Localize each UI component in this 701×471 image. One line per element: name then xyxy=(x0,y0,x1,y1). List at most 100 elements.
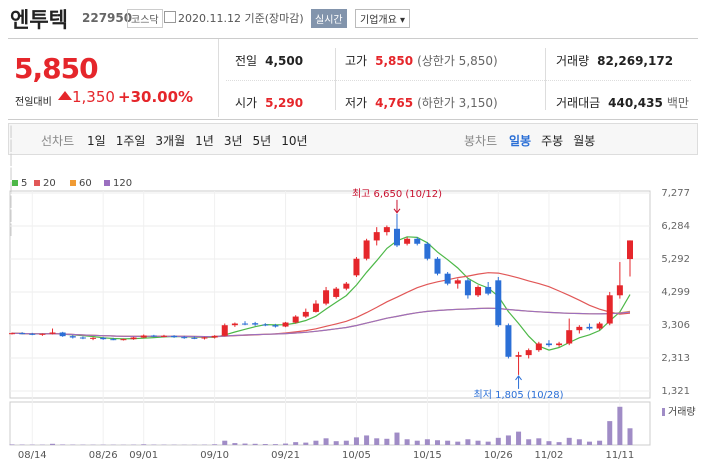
candle-body xyxy=(627,240,633,260)
candle-body xyxy=(211,335,218,338)
x-tick-label: 09/10 xyxy=(200,450,229,461)
candle-body xyxy=(596,323,603,329)
candle-body xyxy=(343,283,350,289)
volume-bar xyxy=(455,441,461,445)
period-tab[interactable]: 10년 xyxy=(281,134,308,148)
candle-body xyxy=(252,323,259,325)
candle-body xyxy=(353,258,360,276)
overview-label[interactable]: 기업개요 xyxy=(360,15,397,26)
quote-box xyxy=(8,38,698,120)
ma-line xyxy=(11,307,631,338)
volume-bar xyxy=(293,442,299,445)
candle-body xyxy=(434,258,441,274)
period-tab[interactable]: 3개월 xyxy=(155,134,186,148)
legend-swatch xyxy=(104,180,110,186)
candle-body xyxy=(414,238,421,244)
period-tab[interactable]: 주봉 xyxy=(541,134,564,148)
realtime-button[interactable]: 실시간 xyxy=(311,9,347,28)
candle-body xyxy=(49,332,56,334)
volume-bar xyxy=(313,440,319,445)
stat-label: 거래대금 xyxy=(556,96,601,110)
candle-body xyxy=(100,337,107,340)
divider xyxy=(218,39,219,117)
chart: 7,277 6,284 5,292 4,299 3,306 2,313 1,321 08/14… xyxy=(9,178,696,461)
ma-line xyxy=(11,272,631,338)
stat-note: (하한가 3,150) xyxy=(417,96,498,110)
stat: 거래대금 440,435 백만 xyxy=(556,94,689,111)
volume-bar xyxy=(323,438,329,445)
volume-bar xyxy=(272,444,278,445)
volume-bar xyxy=(566,437,572,445)
period-tab[interactable]: 5년 xyxy=(252,134,272,148)
stat: 전일 4,500 xyxy=(235,52,303,69)
volume-bar xyxy=(222,440,228,445)
stat: 저가 4,765 (하한가 3,150) xyxy=(345,94,498,111)
candle-body xyxy=(59,332,66,337)
volume-bar xyxy=(252,443,258,445)
stat: 시가 5,290 xyxy=(235,94,303,111)
stat-label: 고가 xyxy=(345,54,368,68)
candle-body xyxy=(282,322,289,327)
annotation: 최저 1,805 (10/28) xyxy=(474,389,564,401)
period-tab[interactable]: 1일 xyxy=(87,134,106,148)
volume-bar xyxy=(475,440,481,445)
x-tick-label: 09/21 xyxy=(271,450,300,461)
candle-body xyxy=(363,240,370,259)
tab-separator: | xyxy=(9,208,14,222)
tab-separator: | xyxy=(9,222,14,236)
legend-swatch xyxy=(70,180,76,186)
volume-bar xyxy=(627,428,633,445)
candle-body xyxy=(454,280,461,284)
period-tab[interactable]: 월봉 xyxy=(573,134,596,148)
period-tab[interactable]: 3년 xyxy=(223,134,243,148)
volume-bar xyxy=(60,444,66,445)
candle-body xyxy=(535,343,542,351)
x-tick-label: 10/05 xyxy=(342,450,371,461)
chart-tabs: 선차트 1일 | 1주일 | 3개월 | 1년 | 3년 | 5년 | 10년 봉차트 일봉 | 주봉 | 월봉 xyxy=(8,123,698,236)
tab-separator: | xyxy=(9,152,14,166)
volume-bar xyxy=(546,441,552,445)
stock-name: 엔투텍 xyxy=(10,8,68,32)
volume-bar xyxy=(212,444,218,445)
candle-body xyxy=(262,324,269,326)
candle-body xyxy=(424,243,431,259)
candle-body xyxy=(120,339,127,341)
volume-bar xyxy=(424,439,430,445)
legend-label: 120 xyxy=(113,178,132,189)
candle-body xyxy=(485,286,492,294)
tab-separator: | xyxy=(9,180,14,194)
volume-bar xyxy=(505,435,511,445)
up-arrow xyxy=(58,91,72,100)
divider xyxy=(335,48,336,110)
candle-body xyxy=(505,325,512,357)
volume-bar xyxy=(9,444,15,445)
candle-body xyxy=(110,339,117,341)
tab-separator: | xyxy=(9,138,14,152)
legend-label: 60 xyxy=(79,178,92,189)
stat-value: 4,765 xyxy=(375,96,414,110)
tab-group-label: 봉차트 xyxy=(464,134,498,148)
ma-line xyxy=(11,236,631,351)
price-panel xyxy=(9,190,651,399)
volume-label: 거래량 xyxy=(668,406,696,418)
period-tab[interactable]: 1주일 xyxy=(115,134,146,148)
period-tab[interactable]: 1년 xyxy=(195,134,214,148)
change-label: 전일대비 xyxy=(15,97,52,108)
stat: 고가 5,850 (상한가 5,850) xyxy=(345,52,498,69)
y-tick-label: 5,292 xyxy=(661,254,690,265)
volume-bar xyxy=(536,438,542,445)
candle-body xyxy=(566,330,573,344)
candle-body xyxy=(495,280,502,326)
date: 2020.11.12 기준(장마감) xyxy=(178,12,304,25)
stat-note: (상한가 5,850) xyxy=(417,54,498,68)
stat-note: 백만 xyxy=(666,96,689,110)
overview-dropdown[interactable]: 기업개요 ▾ xyxy=(355,9,411,28)
candle-body xyxy=(475,286,482,296)
volume-bar xyxy=(516,431,522,445)
candle-body xyxy=(576,326,583,331)
x-tick-label: 09/01 xyxy=(129,450,158,461)
period-tab[interactable]: 일봉 xyxy=(509,134,532,148)
volume-bar xyxy=(364,435,370,445)
volume-bar xyxy=(283,443,289,445)
volume-bar xyxy=(353,437,359,445)
